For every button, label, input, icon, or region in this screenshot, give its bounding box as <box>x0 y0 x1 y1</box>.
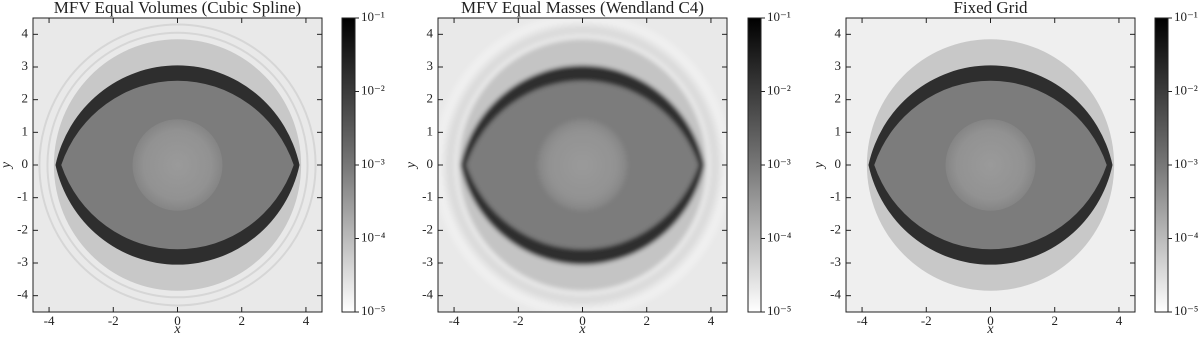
colorbar-tick-label: 10⁻⁴ <box>1174 229 1199 244</box>
image-content <box>438 18 727 312</box>
x-tick-label: 0 <box>579 313 586 328</box>
y-tick-label: -1 <box>830 189 841 204</box>
y-tick-label: -1 <box>422 189 433 204</box>
ripple <box>38 23 317 307</box>
x-tick-label: 4 <box>1116 313 1123 328</box>
y-tick-label: 4 <box>22 25 29 40</box>
y-axis-label: y <box>0 161 14 170</box>
x-tick-label: -2 <box>513 313 524 328</box>
y-tick-label: 3 <box>22 58 29 73</box>
colorbar-tick-label: 10⁻⁴ <box>767 229 792 244</box>
core <box>537 119 628 211</box>
title: MFV Equal Volumes (Cubic Spline) <box>54 0 301 17</box>
x-tick-label: -4 <box>44 313 55 328</box>
x-tick-label: 4 <box>708 313 715 328</box>
ripple <box>46 31 309 299</box>
x-tick-label: 0 <box>174 313 181 328</box>
y-tick-label: 4 <box>835 25 842 40</box>
y-tick-label: 2 <box>22 91 29 106</box>
y-tick-label: -4 <box>422 287 433 302</box>
colorbar-tick-label: 10⁻¹ <box>1174 9 1198 24</box>
y-tick-label: -2 <box>17 221 28 236</box>
x-tick-label: 2 <box>643 313 650 328</box>
x-axis-label: x <box>173 322 181 337</box>
colorbar-tick-label: 10⁻⁴ <box>361 229 386 244</box>
colorbar-tick-label: 10⁻¹ <box>361 9 385 24</box>
y-tick-label: 0 <box>427 156 434 171</box>
y-tick-label: 1 <box>835 123 842 138</box>
y-tick-label: -2 <box>422 221 433 236</box>
x-tick-label: 4 <box>303 313 310 328</box>
colorbar-tick-label: 10⁻³ <box>361 156 385 171</box>
colorbar-tick-label: 10⁻¹ <box>767 9 791 24</box>
colorbar <box>341 17 356 313</box>
heatmap-image <box>438 18 727 312</box>
y-axis-label: y <box>812 161 827 170</box>
title: Fixed Grid <box>953 0 1028 17</box>
colorbar-tick-label: 10⁻² <box>1174 82 1198 97</box>
colorbar-tick-label: 10⁻³ <box>767 156 791 171</box>
y-axis-label: y <box>404 161 419 170</box>
colorbar-tick-label: 10⁻² <box>361 82 385 97</box>
y-tick-label: -4 <box>17 287 28 302</box>
colorbar-tick-label: 10⁻⁵ <box>767 303 791 318</box>
heatmap-image <box>846 18 1135 312</box>
y-tick-label: -2 <box>830 221 841 236</box>
x-tick-label: -4 <box>449 313 460 328</box>
y-tick-label: 0 <box>835 156 842 171</box>
core <box>132 119 223 211</box>
y-tick-label: -3 <box>17 254 28 269</box>
colorbar <box>1154 17 1169 313</box>
y-tick-label: -4 <box>830 287 841 302</box>
y-tick-label: 3 <box>835 58 842 73</box>
x-tick-label: 2 <box>1051 313 1058 328</box>
x-tick-label: 2 <box>238 313 245 328</box>
y-tick-label: 1 <box>427 123 434 138</box>
y-tick-label: 2 <box>835 91 842 106</box>
heatmap-image <box>33 18 322 312</box>
title: MFV Equal Masses (Wendland C4) <box>461 0 704 17</box>
x-tick-label: -2 <box>108 313 119 328</box>
core <box>945 119 1036 211</box>
y-tick-label: 0 <box>22 156 29 171</box>
y-tick-label: -3 <box>830 254 841 269</box>
x-tick-label: -4 <box>857 313 868 328</box>
x-axis-label: x <box>986 322 994 337</box>
y-tick-label: 3 <box>427 58 434 73</box>
colorbar-tick-label: 10⁻⁵ <box>1174 303 1198 318</box>
image-content <box>33 18 322 312</box>
image-content <box>846 18 1135 312</box>
colorbar-tick-label: 10⁻³ <box>1174 156 1198 171</box>
x-tick-label: -2 <box>921 313 932 328</box>
colorbar-tick-label: 10⁻² <box>767 82 791 97</box>
x-tick-label: 0 <box>987 313 994 328</box>
y-tick-label: 2 <box>427 91 434 106</box>
y-tick-label: 4 <box>427 25 434 40</box>
colorbar <box>747 17 762 313</box>
y-tick-label: 1 <box>22 123 29 138</box>
y-tick-label: -3 <box>422 254 433 269</box>
x-axis-label: x <box>578 322 586 337</box>
colorbar-tick-label: 10⁻⁵ <box>361 303 385 318</box>
y-tick-label: -1 <box>17 189 28 204</box>
